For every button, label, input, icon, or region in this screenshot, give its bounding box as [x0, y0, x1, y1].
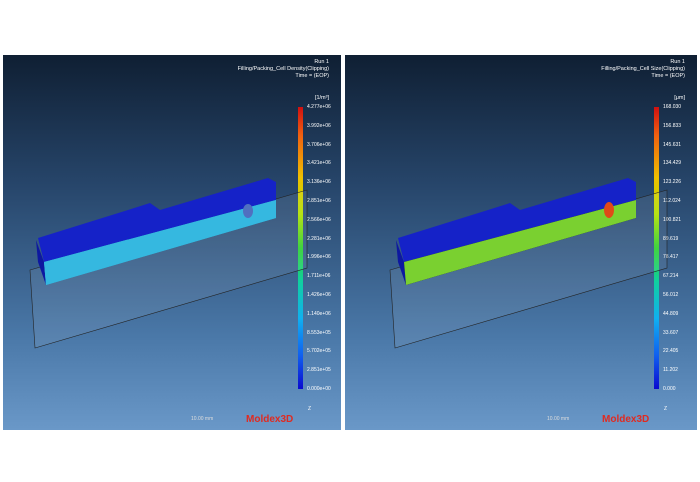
legend-label: 2.281e+06 — [307, 235, 331, 242]
header-run: Run 1 — [670, 59, 685, 65]
brand: Moldex3D — [246, 414, 294, 425]
axis-label: Z — [664, 406, 668, 412]
legend-label: 8.553e+05 — [307, 329, 331, 336]
legend-label: 89.619 — [663, 235, 679, 242]
unit: [μm] — [674, 95, 685, 101]
header-result: Filling/Packing_Cell Density(Clipping) — [237, 66, 329, 72]
legend-label: 1.426e+06 — [307, 292, 331, 298]
legend-label: 0.000 — [663, 386, 676, 392]
legend-label: 145.631 — [663, 141, 682, 148]
header-run: Run 1 — [314, 59, 329, 65]
legend-label: 123.226 — [663, 179, 682, 186]
cell-density-face — [44, 200, 276, 285]
legend-label: 56.012 — [663, 292, 679, 298]
legend-label: 156.833 — [663, 122, 682, 129]
header-result: Filling/Packing_Cell Size(Clipping) — [601, 66, 685, 72]
scale-bar: 10.00 mm — [191, 416, 214, 422]
legend-label: 112.024 — [663, 198, 681, 204]
legend-label: 2.566e+06 — [307, 216, 331, 223]
legend-label: 1.140e+06 — [307, 310, 331, 317]
legend-label: 168.030 — [663, 104, 682, 110]
legend-label: 3.706e+06 — [307, 141, 331, 148]
legend-label: 0.000e+00 — [307, 386, 331, 392]
scale-bar: 10.00 mm — [547, 416, 570, 422]
legend-label: 4.277e+06 — [307, 104, 331, 110]
legend-label: 134.429 — [663, 160, 682, 167]
legend-label: 1.996e+06 — [307, 254, 331, 261]
hotspot — [243, 204, 253, 218]
header-time: Time = (EOP) — [651, 73, 685, 79]
legend-label: 2.851e+05 — [307, 367, 331, 374]
hotspot — [604, 202, 614, 218]
legend-label: 100.821 — [663, 216, 682, 223]
header: Run 1 Filling/Packing_Cell Density(Clippi… — [238, 59, 329, 80]
cell-size-face — [404, 200, 636, 285]
header: Run 1 Filling/Packing_Cell Size(Clipping)… — [601, 59, 685, 80]
legend-label: 1.711e+06 — [307, 273, 331, 280]
unit: [1/m³] — [314, 95, 329, 101]
legend-label: 78.417 — [663, 254, 679, 261]
legend-label: 44.809 — [663, 310, 679, 317]
legend-label: 3.136e+06 — [307, 179, 331, 186]
legend-label: 3.421e+06 — [307, 160, 331, 167]
legend-label: 2.851e+06 — [307, 198, 331, 204]
legend-label: 11.202 — [663, 367, 678, 374]
legend-label: 67.214 — [663, 273, 679, 280]
legend-label: 5.702e+05 — [307, 348, 331, 355]
legend-label: 22.405 — [663, 348, 679, 355]
header-time: Time = (EOP) — [295, 73, 329, 79]
legend-label: 3.992e+06 — [307, 122, 331, 129]
axis-label: Z — [308, 406, 312, 412]
legend-label: 33.607 — [663, 329, 679, 336]
brand: Moldex3D — [602, 414, 650, 425]
